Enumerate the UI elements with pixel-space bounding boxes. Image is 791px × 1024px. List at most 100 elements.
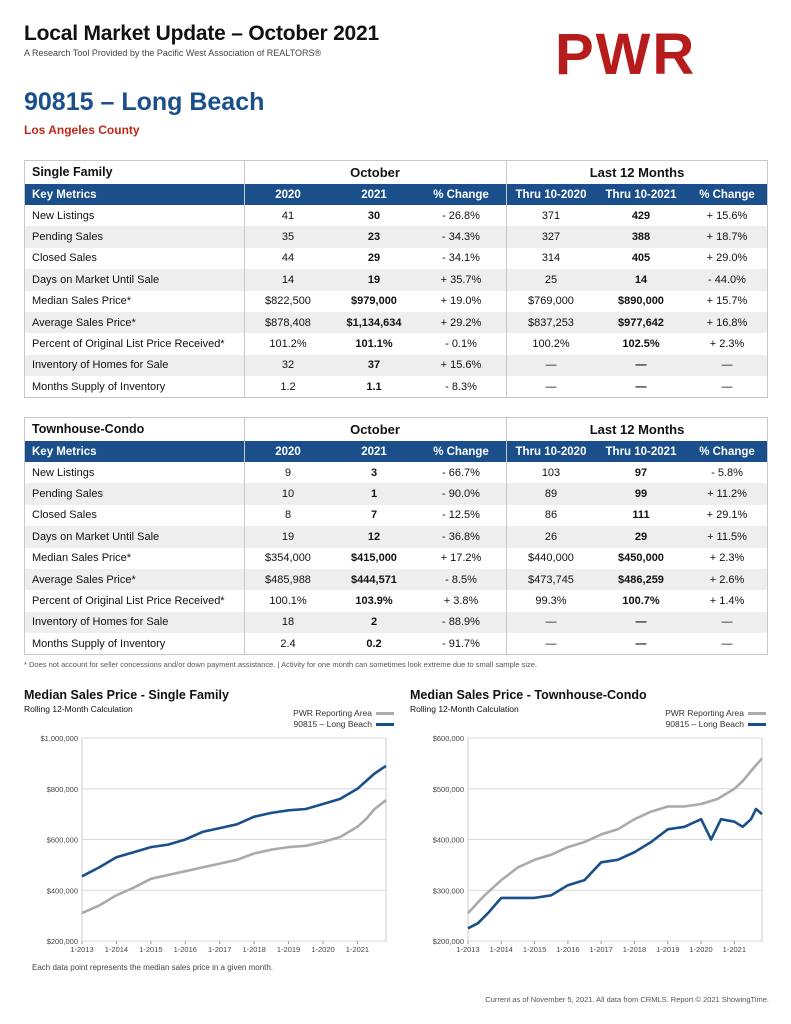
group-last-12-months: Last 12 Months [589, 422, 685, 437]
legend-label: PWR Reporting Area [293, 708, 372, 718]
value-2021: 23 [367, 231, 381, 244]
x-tick-label: 1-2017 [590, 945, 613, 953]
value-thru-2020: 99.3% [535, 595, 567, 608]
legend-label: 90815 – Long Beach [665, 719, 744, 729]
value-thru-2021: 429 [631, 209, 651, 222]
pct-change-12mo: + 2.6% [709, 573, 745, 586]
value-thru-2020: 25 [544, 273, 558, 286]
group-october: October [350, 422, 400, 437]
value-2020: 100.1% [269, 595, 307, 608]
value-2021: $979,000 [351, 295, 397, 308]
y-tick-label: $400,000 [433, 836, 464, 845]
pct-change: + 15.6% [440, 359, 482, 372]
value-thru-2020: 371 [541, 209, 561, 222]
value-2021: 103.9% [355, 595, 393, 608]
table-divider [767, 160, 768, 398]
pct-change-12mo: + 15.7% [706, 295, 748, 308]
pct-change: + 29.2% [440, 316, 482, 329]
chart-townhouse-condo: Median Sales Price - Townhouse-Condo Rol… [410, 688, 780, 953]
legend-long-beach: 90815 – Long Beach [666, 719, 766, 729]
pct-change: - 36.8% [442, 530, 480, 543]
value-thru-2021: $486,259 [618, 573, 664, 586]
y-tick-label: $300,000 [433, 886, 464, 895]
value-2021: 0.2 [366, 637, 382, 650]
pct-change: - 8.3% [445, 380, 477, 393]
col-2020: 2020 [275, 188, 301, 201]
y-tick-label: $600,000 [47, 836, 78, 845]
value-thru-2020: 26 [544, 530, 558, 543]
series-line-long-beach [467, 807, 763, 930]
pct-change-12mo: + 1.4% [709, 595, 745, 608]
pwr-logo: PWR [555, 22, 697, 87]
table-row: Median Sales Price* $354,000 $415,000 + 17.… [24, 548, 768, 569]
y-tick-label: $1,000,000 [40, 734, 78, 743]
y-tick-label: $600,000 [433, 734, 464, 743]
col-thru-2021: Thru 10-2021 [605, 188, 677, 201]
value-2020: $485,988 [265, 573, 311, 586]
value-thru-2020: — [545, 637, 557, 650]
pct-change: - 90.0% [442, 488, 480, 501]
value-2020: 18 [281, 616, 295, 629]
table-row: Days on Market Until Sale 14 19 + 35.7% 25 14… [24, 269, 768, 291]
pct-change: + 19.0% [440, 295, 482, 308]
metric-label: Median Sales Price* [32, 552, 132, 565]
x-tick-label: 1-2016 [556, 945, 579, 953]
value-thru-2020: 100.2% [532, 338, 570, 351]
table-divider [244, 160, 245, 398]
table-group-header: Townhouse-Condo October Last 12 Months [24, 417, 768, 441]
series-line-pwr [81, 799, 387, 915]
pct-change-12mo: — [721, 380, 733, 393]
table-group-header: Single Family October Last 12 Months [24, 160, 768, 184]
x-tick-label: 1-2015 [523, 945, 546, 953]
y-tick-label: $800,000 [47, 785, 78, 794]
col-2021: 2021 [361, 445, 387, 458]
legend-pwr: PWR Reporting Area [293, 708, 394, 718]
pct-change-12mo: + 15.6% [706, 209, 748, 222]
col-thru-2020: Thru 10-2020 [515, 445, 587, 458]
col-key-metrics: Key Metrics [32, 445, 97, 458]
x-tick-label: 1-2016 [174, 945, 197, 953]
value-2020: $822,500 [265, 295, 311, 308]
value-thru-2020: $440,000 [528, 552, 574, 565]
pct-change-12mo: + 16.8% [706, 316, 748, 329]
table-divider [24, 160, 25, 398]
table-row: New Listings 41 30 - 26.8% 371 429 + 15.6% [24, 205, 768, 226]
value-thru-2020: — [545, 380, 557, 393]
legend-label: 90815 – Long Beach [293, 719, 372, 729]
value-thru-2021: 102.5% [622, 338, 660, 351]
value-thru-2021: 405 [631, 252, 651, 265]
report-title: Local Market Update – October 2021 [24, 22, 379, 45]
value-2021: 2 [370, 616, 378, 629]
table-row: Average Sales Price* $878,408 $1,134,634 + … [24, 311, 768, 334]
value-2020: 32 [281, 359, 295, 372]
value-thru-2021: $890,000 [618, 295, 664, 308]
value-thru-2021: — [635, 616, 647, 629]
col-thru-2020: Thru 10-2020 [515, 188, 587, 201]
pct-change-12mo: — [721, 359, 733, 372]
chart-subtitle: Rolling 12-Month Calculation [24, 704, 133, 714]
value-thru-2021: 97 [634, 466, 648, 479]
value-thru-2020: — [545, 359, 557, 372]
value-thru-2021: 99 [634, 488, 648, 501]
source-note: Current as of November 5, 2021. All data… [485, 995, 769, 1004]
pct-change: + 17.2% [440, 552, 482, 565]
value-2021: $1,134,634 [346, 316, 402, 329]
y-tick-label: $200,000 [433, 937, 464, 946]
x-tick-label: 1-2020 [689, 945, 712, 953]
table-row: Percent of Original List Price Received*… [24, 333, 768, 354]
x-tick-label: 1-2015 [139, 945, 162, 953]
x-tick-label: 1-2021 [346, 945, 369, 953]
x-tick-label: 1-2018 [623, 945, 646, 953]
value-thru-2021: 388 [631, 231, 651, 244]
metric-label: New Listings [32, 466, 95, 479]
pct-change-12mo: - 44.0% [708, 273, 746, 286]
value-2020: $878,408 [265, 316, 311, 329]
x-tick-label: 1-2019 [277, 945, 300, 953]
metric-label: New Listings [32, 209, 95, 222]
chart-title: Median Sales Price - Townhouse-Condo [410, 688, 647, 702]
col-key-metrics: Key Metrics [32, 188, 97, 201]
col-2020: 2020 [275, 445, 301, 458]
table-divider [767, 417, 768, 655]
chart-note: Each data point represents the median sa… [32, 963, 274, 972]
table-row: Months Supply of Inventory 1.2 1.1 - 8.3% — —… [24, 376, 768, 397]
